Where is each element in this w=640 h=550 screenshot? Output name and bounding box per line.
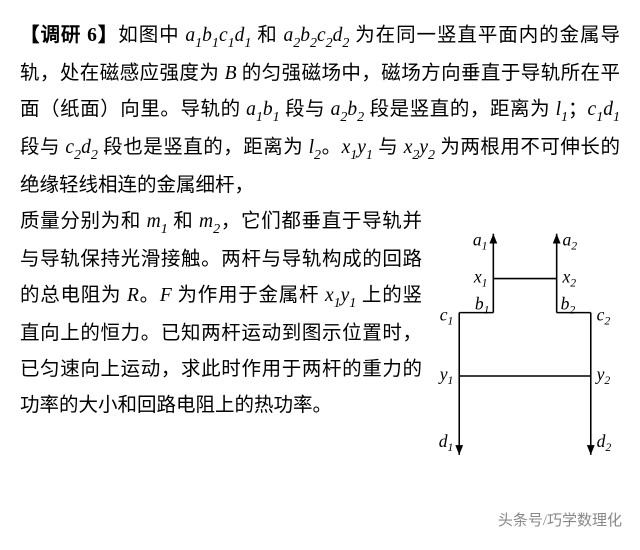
term-a2b2: a2b2 — [331, 99, 365, 120]
p-seg: 段也是竖直的，距离为 — [98, 137, 309, 158]
p-seg: ； — [568, 99, 588, 120]
term-x2y2: x2y2 — [404, 137, 435, 158]
svg-text:a2: a2 — [563, 229, 578, 252]
term-c2d2: c2d2 — [65, 137, 97, 158]
p-seg: 为作用于金属杆 — [172, 285, 325, 306]
var-m1: m1 — [147, 211, 168, 232]
problem-bottom-wrap: 质量分别为和 m1 和 m2，它们都垂直于导轨并与导轨保持光滑接触。两杆与导轨构… — [20, 204, 620, 462]
p-seg: 如图中 — [118, 25, 185, 46]
p-seg: 。 — [321, 137, 342, 158]
term-x1y1-b: x1y1 — [325, 285, 356, 306]
term-a1b1c1d1: a1b1c1d1 — [185, 25, 251, 46]
problem-bottom-text: 质量分别为和 m1 和 m2，它们都垂直于导轨并与导轨保持光滑接触。两杆与导轨构… — [20, 204, 430, 424]
circuit-svg: a1 a2 x1 x2 b1 b2 c1 c2 y1 y2 d1 d2 — [430, 212, 620, 462]
p-seg: 。 — [139, 285, 160, 306]
p-seg: 与 — [373, 137, 404, 158]
svg-text:d1: d1 — [439, 431, 454, 454]
svg-text:y1: y1 — [438, 364, 454, 387]
svg-text:b1: b1 — [475, 293, 490, 316]
p-seg: 和 — [251, 25, 283, 46]
term-a2b2c2d2: a2b2c2d2 — [283, 25, 349, 46]
svg-text:x1: x1 — [473, 266, 488, 289]
problem-top: 【调研 6】如图中 a1b1c1d1 和 a2b2c2d2 为在同一竖直平面内的… — [20, 18, 620, 204]
var-l1: l1 — [556, 99, 568, 120]
p-seg: 段是竖直的，距离为 — [364, 99, 555, 120]
circuit-figure: a1 a2 x1 x2 b1 b2 c1 c2 y1 y2 d1 d2 — [430, 212, 620, 462]
svg-text:b2: b2 — [561, 293, 576, 316]
var-F: F — [160, 285, 172, 306]
svg-text:a1: a1 — [473, 229, 488, 252]
problem-label: 【调研 6】 — [20, 25, 118, 46]
var-m2: m2 — [199, 211, 220, 232]
var-l2: l2 — [309, 137, 321, 158]
problem-body: 【调研 6】如图中 a1b1c1d1 和 a2b2c2d2 为在同一竖直平面内的… — [20, 18, 620, 462]
svg-text:y2: y2 — [595, 364, 611, 387]
svg-text:c1: c1 — [440, 304, 454, 327]
watermark: 头条号/巧学数理化 — [498, 508, 622, 536]
p-seg: 段与 — [20, 137, 65, 158]
term-c1d1: c1d1 — [588, 99, 620, 120]
term-x1y1: x1y1 — [342, 137, 373, 158]
var-R: R — [127, 285, 139, 306]
svg-text:d2: d2 — [597, 431, 612, 454]
p-seg: 段与 — [280, 99, 331, 120]
p-seg: 质量分别为和 — [20, 211, 147, 232]
var-B: B — [225, 63, 237, 84]
p-seg: 和 — [168, 211, 199, 232]
term-a1b1: a1b1 — [246, 99, 280, 120]
svg-text:x2: x2 — [562, 266, 577, 289]
svg-text:c2: c2 — [597, 304, 611, 327]
